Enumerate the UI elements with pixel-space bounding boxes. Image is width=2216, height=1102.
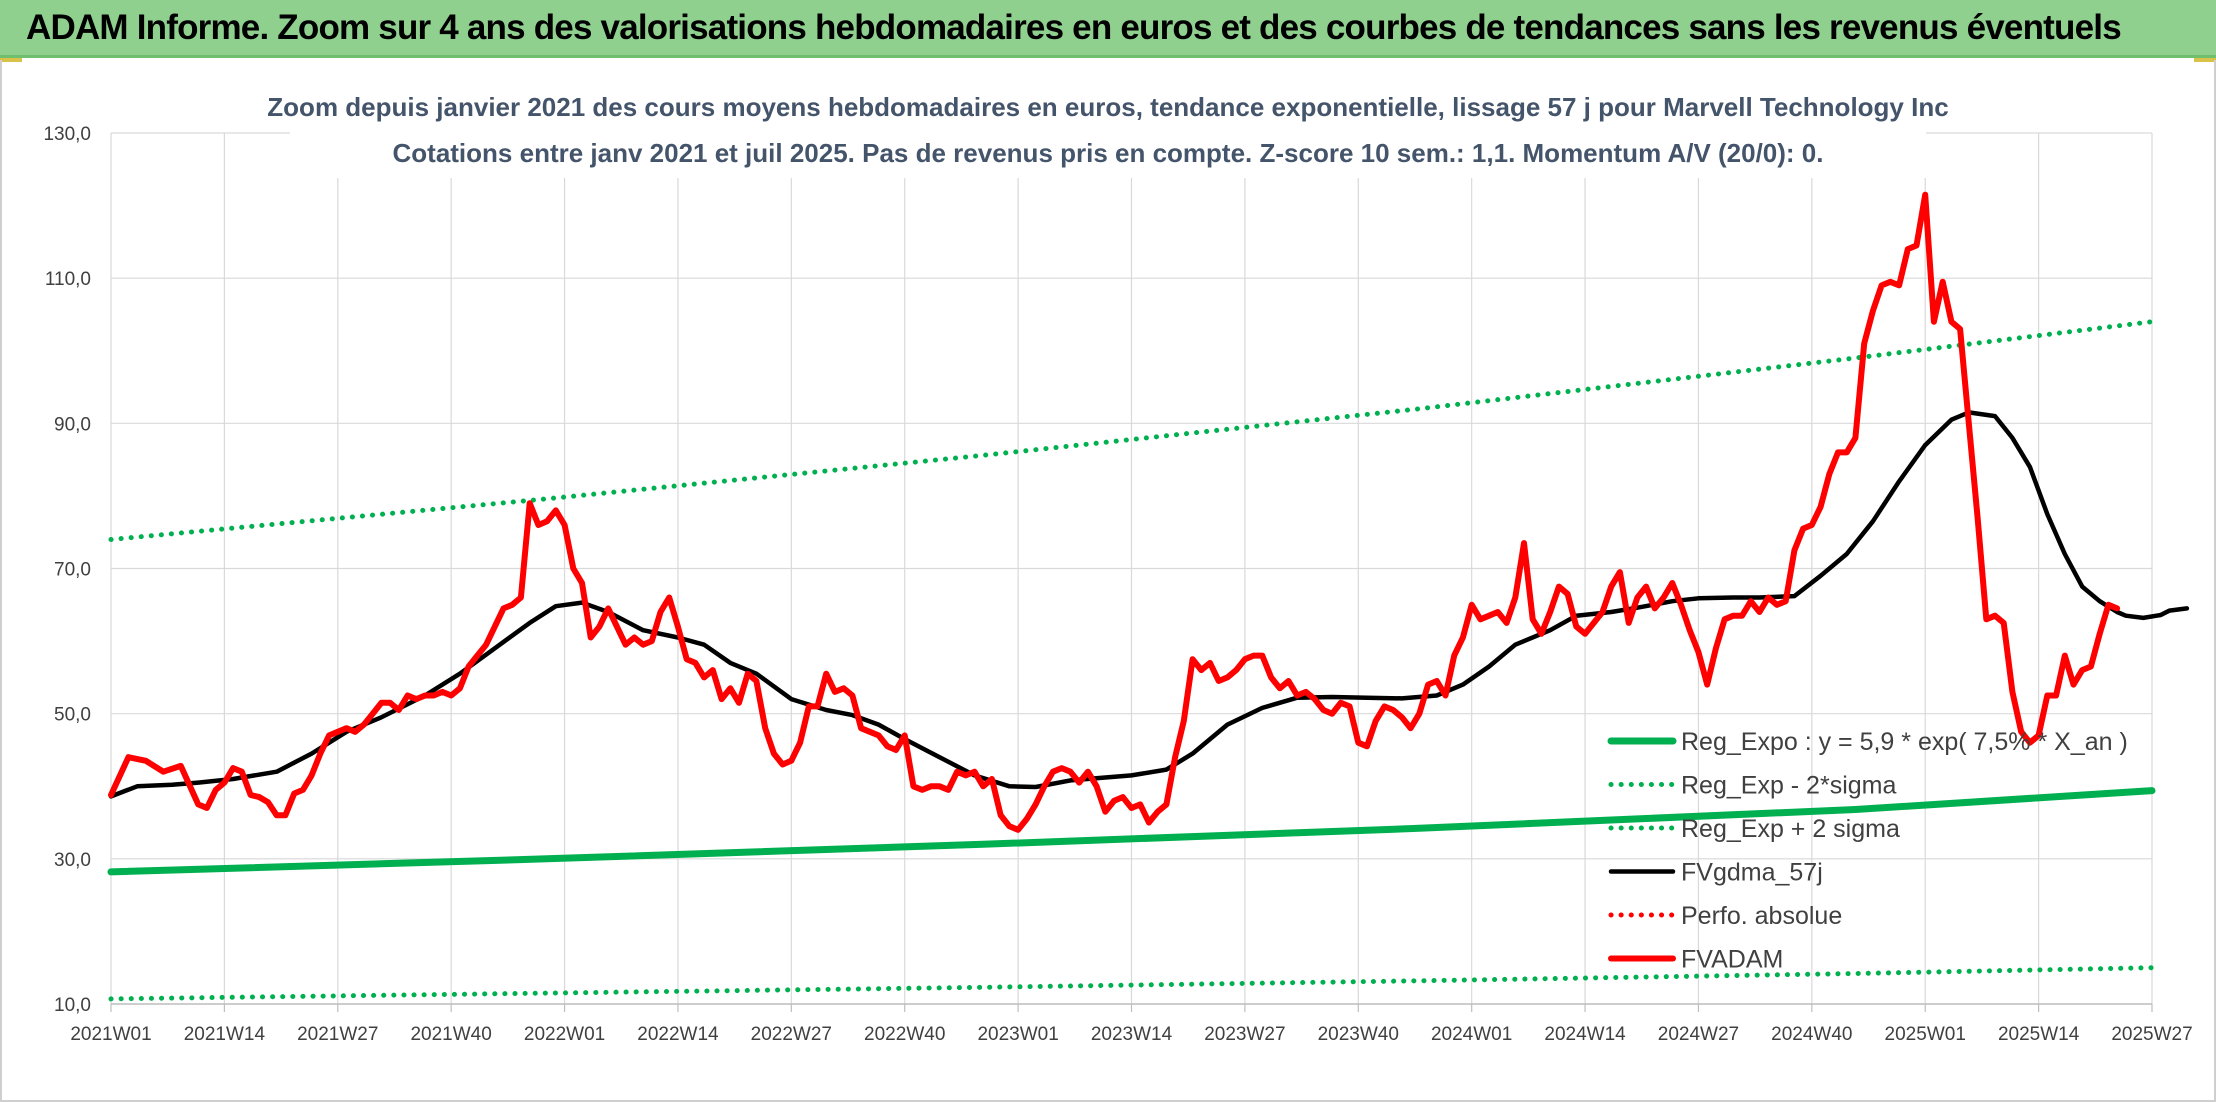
report-banner: ADAM Informe. Zoom sur 4 ans des valoris…	[0, 0, 2216, 58]
y-tick-label: 50,0	[54, 705, 91, 726]
x-tick-label: 2022W27	[751, 1024, 832, 1045]
y-tick-label: 30,0	[54, 850, 91, 871]
chart-title: Zoom depuis janvier 2021 des cours moyen…	[267, 92, 1948, 122]
y-tick-label: 130,0	[43, 124, 91, 145]
x-tick-label: 2022W14	[637, 1024, 719, 1045]
x-tick-label: 2021W40	[410, 1024, 491, 1045]
y-tick-label: 110,0	[45, 269, 91, 290]
y-tick-label: 90,0	[54, 414, 91, 435]
x-tick-label: 2021W27	[297, 1024, 378, 1045]
x-tick-label: 2022W40	[864, 1024, 945, 1045]
banner-title: ADAM Informe. Zoom sur 4 ans des valoris…	[26, 8, 2122, 47]
grid-lines	[110, 86, 2153, 1012]
y-tick-label: 70,0	[54, 560, 91, 581]
x-tick-label: 2024W01	[1431, 1024, 1512, 1045]
x-tick-label: 2023W27	[1204, 1024, 1285, 1045]
series-line-fvadam	[108, 191, 2121, 833]
y-tick-label: 10,0	[54, 995, 91, 1016]
x-tick-label: 2023W01	[977, 1024, 1058, 1045]
series-line-reg_expo	[107, 787, 2156, 876]
axis-labels: 10,0 30,0 50,0 70,0 90,0 110,0 130,0 2021W01 202…	[43, 124, 2192, 1045]
x-tick-label: 2024W40	[1771, 1024, 1852, 1045]
corner-accent-right	[2194, 58, 2216, 62]
series-layer	[107, 191, 2190, 1002]
legend: Reg_Expo : y = 5,9 * exp( 7,5% * X_an ) R…	[1607, 728, 2128, 974]
corner-accent-left	[0, 58, 22, 62]
x-tick-label: 2025W14	[1998, 1024, 2080, 1045]
x-tick-label: 2025W01	[1885, 1024, 1966, 1045]
x-tick-label: 2024W27	[1658, 1024, 1739, 1045]
x-tick-label: 2025W27	[2111, 1024, 2192, 1045]
x-tick-label: 2023W40	[1318, 1024, 1399, 1045]
legend-label: Reg_Exp + 2 sigma	[1681, 815, 1900, 843]
chart-frame	[0, 60, 2216, 1102]
legend-label: FVADAM	[1681, 946, 1783, 974]
series-line-fvgdma_57j	[108, 410, 2190, 799]
chart-subtitle: Cotations entre janv 2021 et juil 2025. …	[393, 138, 1824, 168]
legend-label: Reg_Exp - 2*sigma	[1681, 772, 1896, 800]
x-tick-label: 2023W14	[1091, 1024, 1173, 1045]
x-tick-label: 2022W01	[524, 1024, 605, 1045]
legend-label: Reg_Expo : y = 5,9 * exp( 7,5% * X_an )	[1681, 728, 2128, 756]
legend-label: FVgdma_57j	[1681, 859, 1823, 887]
series-line-reg_exp	[108, 319, 2155, 542]
x-tick-label: 2024W14	[1544, 1024, 1626, 1045]
legend-label: Perfo. absolue	[1681, 902, 1842, 930]
title-background	[290, 86, 1926, 178]
x-tick-label: 2021W14	[184, 1024, 266, 1045]
x-tick-label: 2021W01	[70, 1024, 151, 1045]
series-line-reg_exp	[108, 965, 2155, 1002]
